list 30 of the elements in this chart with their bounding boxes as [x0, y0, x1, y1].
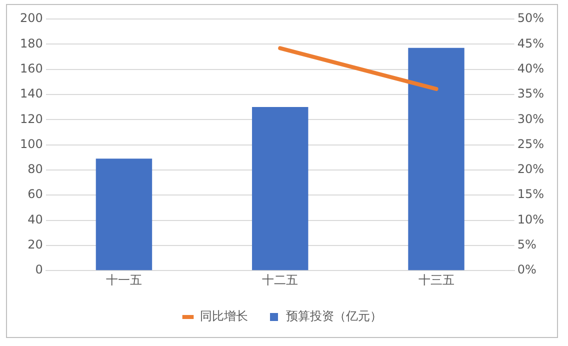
- y2-tick-label: 20%: [517, 162, 544, 176]
- y2-tick-label: 10%: [517, 212, 544, 226]
- x-tick-label: 十三五: [418, 272, 454, 287]
- y-tick-label: 60: [28, 187, 43, 202]
- bar: [252, 107, 308, 270]
- bar: [408, 48, 464, 270]
- y-tick-label: 20: [28, 238, 43, 252]
- y-tick-label: 0: [35, 262, 43, 277]
- y-tick-label: 120: [20, 112, 43, 126]
- y-tick-label: 80: [28, 162, 43, 176]
- y2-tick-label: 25%: [517, 136, 544, 151]
- y2-tick-label: 0%: [517, 262, 536, 277]
- y-tick-label: 160: [20, 61, 43, 76]
- y-tick-label: 140: [20, 86, 43, 101]
- y-tick-label: 200: [20, 11, 43, 26]
- x-tick-label: 十一五: [106, 272, 142, 287]
- y2-tick-label: 50%: [517, 11, 544, 26]
- x-tick-label: 十二五: [262, 272, 298, 287]
- y2-tick-label: 35%: [517, 86, 544, 101]
- y2-tick-label: 45%: [517, 36, 544, 50]
- y2-tick-label: 40%: [517, 61, 544, 76]
- y-tick-label: 40: [28, 212, 43, 226]
- y2-tick-label: 5%: [517, 238, 536, 252]
- y-tick-label: 100: [20, 136, 43, 151]
- legend-label: 预算投资（亿元）: [286, 309, 382, 324]
- y2-tick-label: 30%: [517, 112, 544, 126]
- legend-label: 同比增长: [200, 309, 248, 324]
- bar: [96, 158, 152, 270]
- y2-tick-label: 15%: [517, 187, 544, 202]
- y-tick-label: 180: [20, 36, 43, 50]
